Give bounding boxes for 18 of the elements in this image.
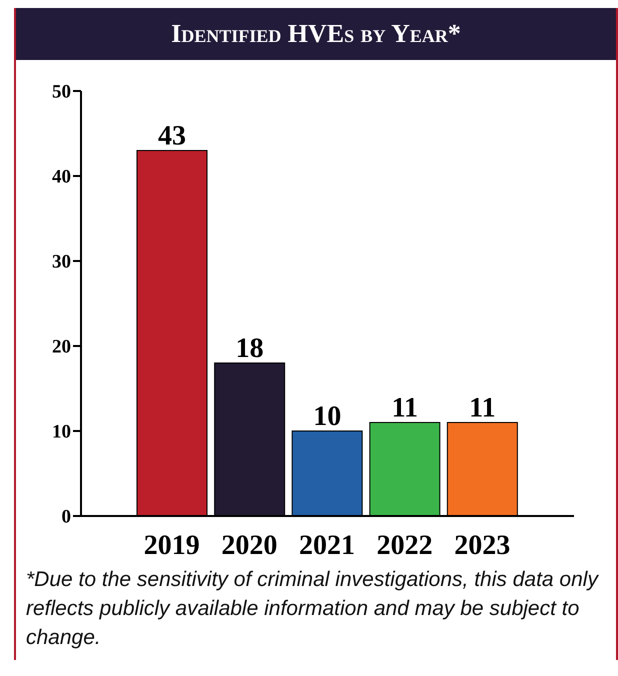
chart-title: Identified HVEs by Year* bbox=[16, 8, 616, 60]
data-label: 11 bbox=[392, 392, 418, 424]
x-tick-label: 2022 bbox=[376, 530, 433, 561]
y-tick-label: 40 bbox=[52, 166, 71, 188]
y-tick-label: 30 bbox=[52, 252, 71, 273]
x-tick-label: 2023 bbox=[454, 530, 510, 561]
x-tick-label: 2019 bbox=[144, 530, 200, 561]
y-tick-label: 10 bbox=[52, 422, 71, 443]
x-tick-label: 2021 bbox=[299, 530, 355, 561]
text: *Due to the sensitivity of criminal investigations, this data only reflects publicly available information and may be subject to change. bbox=[25, 567, 600, 651]
y-tick-label: 0 bbox=[62, 506, 71, 528]
y-tick-label: 20 bbox=[52, 336, 71, 358]
data-label: 11 bbox=[469, 392, 496, 424]
y-tick-label: 50 bbox=[52, 82, 71, 103]
data-label: 10 bbox=[313, 401, 342, 432]
data-label: 43 bbox=[158, 120, 186, 152]
x-tick-label: 2020 bbox=[221, 530, 278, 561]
data-label: 18 bbox=[236, 333, 264, 364]
